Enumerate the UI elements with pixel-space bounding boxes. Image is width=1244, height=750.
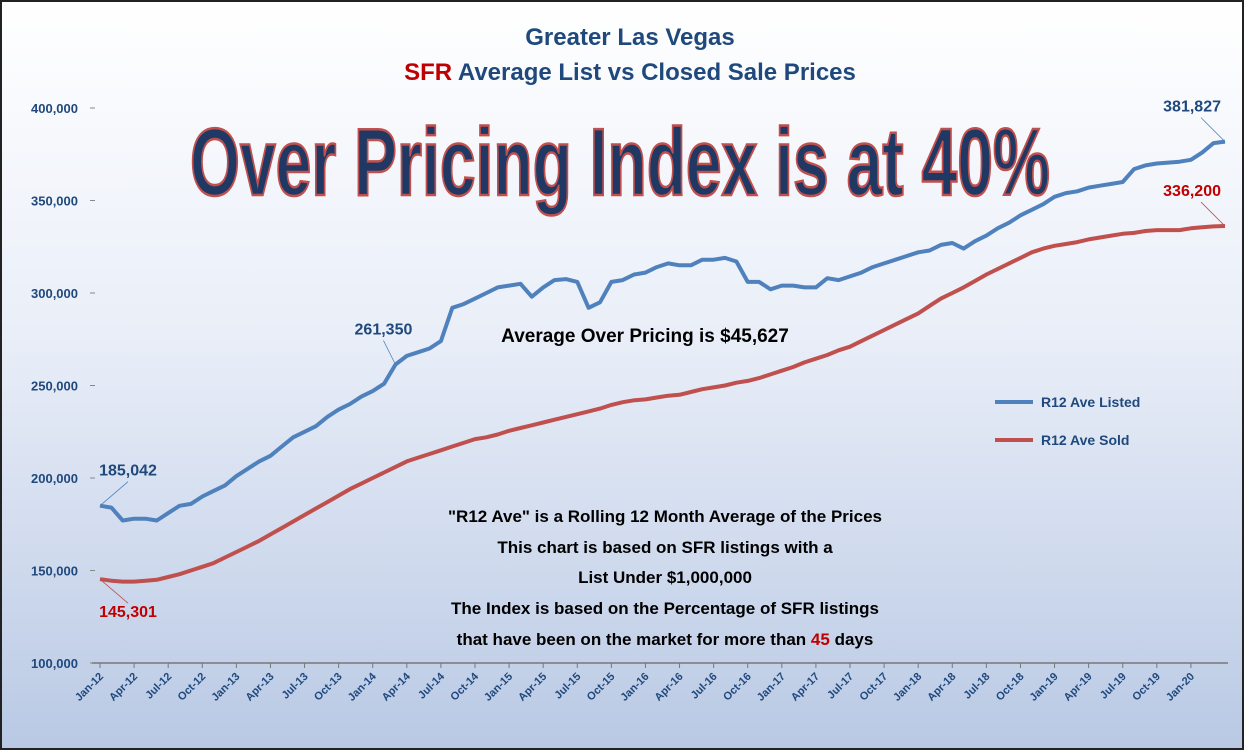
note-part: 45 <box>811 630 830 649</box>
note: "R12 Ave" is a Rolling 12 Month Average … <box>448 507 882 526</box>
notes: "R12 Ave" is a Rolling 12 Month Average … <box>448 507 882 649</box>
subtitle-part: Average List vs Closed Sale Prices <box>452 59 856 86</box>
y-tick-label: 100,000 <box>31 656 78 671</box>
data-label: 336,200 <box>1163 183 1221 200</box>
y-tick-label: 400,000 <box>31 101 78 116</box>
subtitle-part: SFR <box>404 59 452 86</box>
chart-title: Greater Las Vegas <box>525 24 734 51</box>
data-label: 381,827 <box>1163 99 1221 116</box>
note-part: that have been on the market for more th… <box>457 630 811 649</box>
y-tick-label: 350,000 <box>31 194 78 209</box>
leader-line <box>99 481 129 506</box>
y-tick-label: 250,000 <box>31 379 78 394</box>
legend-label: R12 Ave Listed <box>1041 394 1140 410</box>
data-label: 261,350 <box>355 322 413 339</box>
note: The Index is based on the Percentage of … <box>451 599 879 618</box>
note-part: days <box>830 630 873 649</box>
note: that have been on the market for more th… <box>457 630 874 649</box>
leader-line <box>99 578 129 604</box>
note: List Under $1,000,000 <box>578 568 752 587</box>
y-tick-label: 150,000 <box>31 564 78 579</box>
data-label: 145,301 <box>99 604 157 621</box>
chart-subtitle: SFR Average List vs Closed Sale Prices <box>404 59 856 86</box>
leader-line <box>383 340 396 365</box>
line-series <box>99 224 1226 584</box>
leader-line <box>1200 201 1226 227</box>
y-tick-label: 200,000 <box>31 471 78 486</box>
y-tick-label: 300,000 <box>31 286 78 301</box>
note: This chart is based on SFR listings with… <box>497 538 833 557</box>
data-label: 185,042 <box>99 463 157 480</box>
leader-line <box>1200 117 1226 142</box>
line-series <box>99 139 1226 523</box>
headline: Over Pricing Index is at 40% <box>190 109 1050 216</box>
legend-label: R12 Ave Sold <box>1041 432 1129 448</box>
annotation: Average Over Pricing is $45,627 <box>501 326 789 347</box>
